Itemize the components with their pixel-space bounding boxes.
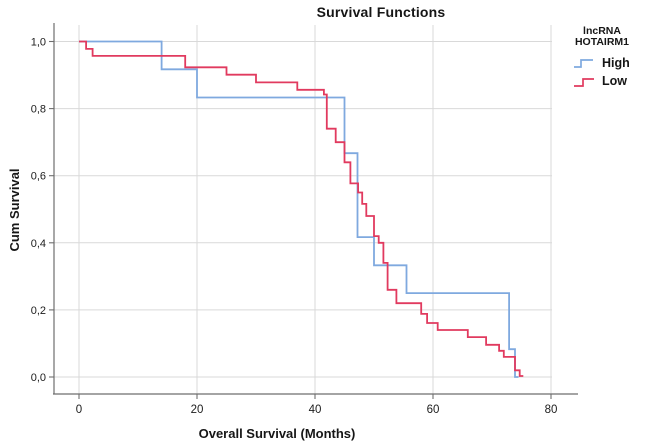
- survival-curve-high: [79, 40, 519, 378]
- legend-title-line1: lncRNA: [583, 25, 621, 37]
- y-tick-label: 0,6: [31, 171, 46, 183]
- legend-title: lncRNA HOTAIRM1: [563, 25, 641, 49]
- y-tick-label: 0,0: [31, 372, 46, 384]
- y-tick-label: 0,4: [31, 238, 46, 250]
- chart-title: Survival Functions: [316, 4, 446, 20]
- legend: lncRNA HOTAIRM1 High Low: [563, 25, 649, 91]
- x-tick-label: 60: [427, 404, 440, 416]
- high-step-line-icon: [574, 59, 593, 68]
- x-tick-label: 20: [191, 404, 204, 416]
- low-step-line-icon: [574, 78, 594, 87]
- y-tick-label: 0,8: [31, 104, 46, 116]
- legend-label-high: High: [602, 56, 630, 71]
- legend-item-low: Low: [573, 73, 649, 89]
- legend-title-line2: HOTAIRM1: [574, 36, 630, 49]
- x-axis-title: Overall Survival (Months): [198, 426, 356, 441]
- y-tick-label: 0,2: [31, 305, 46, 317]
- x-tick-label: 0: [76, 404, 82, 416]
- y-tick-label: 1,0: [31, 37, 46, 49]
- legend-items: High Low: [563, 55, 649, 89]
- legend-item-high: High: [573, 55, 649, 71]
- survival-curve-low: [79, 40, 524, 377]
- x-tick-label: 80: [545, 404, 558, 416]
- legend-label-low: Low: [602, 74, 627, 89]
- x-tick-label: 40: [309, 404, 322, 416]
